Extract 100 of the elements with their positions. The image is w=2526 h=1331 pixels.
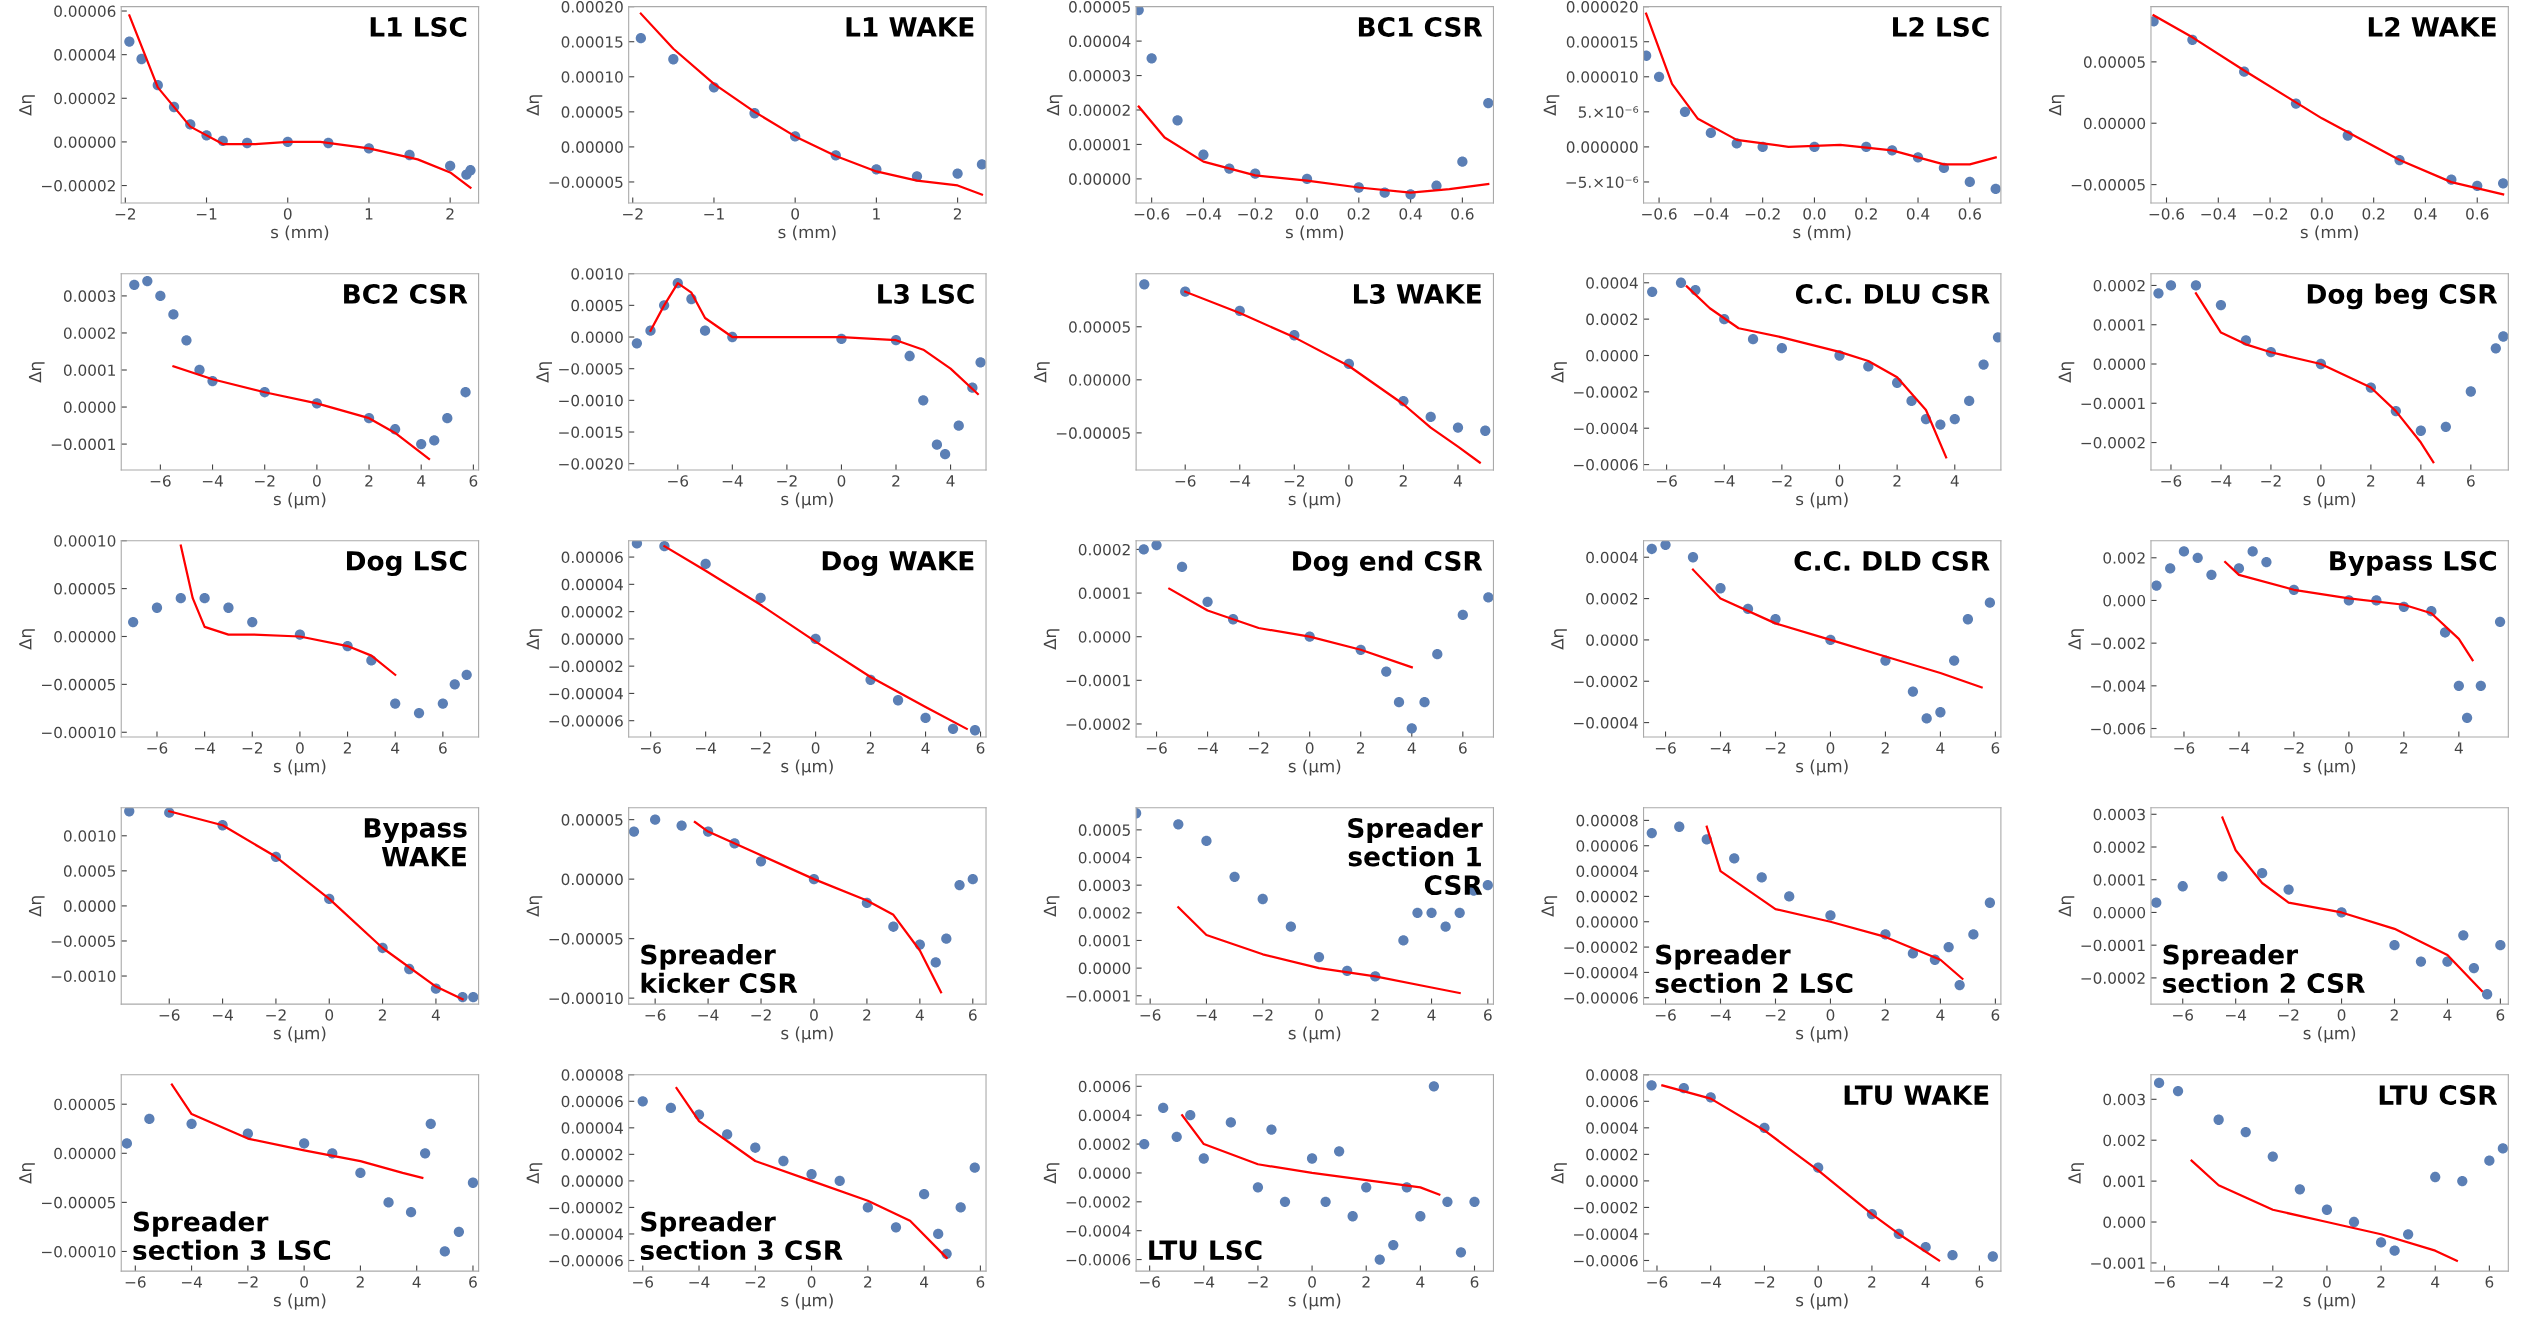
x-tick-label: 0 <box>1305 742 1314 754</box>
x-tick-label: 2 <box>1399 475 1407 487</box>
point <box>2389 1245 2400 1256</box>
point <box>1198 149 1209 160</box>
y-tick-label: −0.0004 <box>1066 1225 1131 1237</box>
y-tick-label: 0.0001 <box>2093 874 2145 886</box>
y-tick-label: −0.00010 <box>42 726 116 739</box>
line-series <box>2152 14 2505 196</box>
point <box>1776 343 1788 354</box>
y-tick-label: −0.00005 <box>549 933 623 945</box>
x-tick-label: 6 <box>1991 1009 2000 1021</box>
point <box>2490 343 2501 354</box>
point <box>2453 680 2464 691</box>
point <box>1452 422 1464 433</box>
x-tick-label: 6 <box>2496 1009 2505 1021</box>
point <box>2215 299 2227 311</box>
point <box>931 439 943 450</box>
point <box>2495 940 2506 951</box>
x-tick-label: −6 <box>2174 742 2195 754</box>
point <box>1285 921 1297 932</box>
x-tick-label: 0 <box>1345 475 1353 487</box>
x-tick-label: −6 <box>2154 1276 2175 1288</box>
y-tick-label: 0.0004 <box>1586 277 1638 289</box>
point <box>1964 176 1975 188</box>
point <box>969 725 981 736</box>
y-tick-label: 0.0001 <box>2093 319 2145 331</box>
y-tick-label: 0.00005 <box>1069 321 1130 333</box>
y-tick-label: 0.0001 <box>63 364 115 377</box>
x-tick-label: 4 <box>1407 742 1416 754</box>
point <box>1747 333 1759 345</box>
y-tick-label: 0.0001 <box>1078 934 1130 947</box>
chart-title: LTU WAKE <box>1844 1085 1989 1106</box>
x-tick-label: 2 <box>864 1276 872 1288</box>
point <box>445 160 456 172</box>
point <box>1139 279 1150 290</box>
x-tick-label: −2 <box>2278 1009 2299 1021</box>
point <box>144 1113 155 1125</box>
x-tick-label: 0.2 <box>1855 208 1877 220</box>
x-tick-label: 6 <box>1991 742 2000 754</box>
point <box>1381 666 1392 677</box>
point <box>862 1202 873 1213</box>
y-tick-label: 0.0003 <box>1078 879 1131 892</box>
point <box>2240 1126 2251 1138</box>
x-tick-label: 4 <box>1427 1009 1436 1021</box>
point <box>2165 280 2177 291</box>
x-tick-label: 4 <box>2443 1009 2452 1021</box>
y-tick-label: 0.0000 <box>1078 962 1131 975</box>
point <box>1715 583 1726 594</box>
x-axis-title: s (μm) <box>2303 1026 2356 1043</box>
x-tick-label: 4 <box>2416 475 2425 487</box>
point <box>2177 881 2188 892</box>
point <box>1935 419 1946 430</box>
y-axis-title: Δη <box>526 629 543 650</box>
y-tick-label: −0.0010 <box>51 970 116 983</box>
y-tick-label: −0.006 <box>2091 722 2146 735</box>
point <box>941 933 952 944</box>
point <box>2213 1114 2224 1125</box>
point <box>460 387 471 398</box>
point <box>1825 910 1836 921</box>
y-axis-title: Δη <box>526 1163 543 1184</box>
line-series <box>639 12 984 196</box>
y-axis-title: Δη <box>2058 362 2075 383</box>
point <box>2498 331 2509 342</box>
point <box>1146 53 1157 64</box>
x-tick-label: 6 <box>976 742 985 754</box>
point <box>976 159 987 170</box>
x-axis-title: s (mm) <box>271 225 329 241</box>
chart-title: C.C. DLU CSR <box>1795 283 1990 304</box>
x-tick-label: 0 <box>2345 742 2353 754</box>
x-axis-title: s (μm) <box>2303 1293 2356 1310</box>
x-tick-label: 0 <box>811 742 820 754</box>
point <box>437 698 449 709</box>
y-tick-label: 0.00000 <box>1069 374 1131 386</box>
x-tick-label: −2 <box>1248 1276 1268 1288</box>
point <box>1978 359 1989 370</box>
y-tick-label: 0.0002 <box>2093 279 2145 292</box>
x-tick-label: −4 <box>212 1009 233 1021</box>
point <box>1964 395 1975 407</box>
y-tick-label: 5.×10⁻⁶ <box>1578 106 1639 118</box>
point <box>920 712 931 724</box>
y-tick-label: 0.0000 <box>2093 906 2146 919</box>
point <box>1419 697 1430 708</box>
x-axis-title: s (μm) <box>1288 492 1341 509</box>
x-tick-label: 2 <box>2367 475 2375 487</box>
point <box>223 602 234 613</box>
x-tick-label: −0.4 <box>1186 208 1222 220</box>
x-tick-label: 2 <box>1881 742 1889 754</box>
y-tick-label: 0.0005 <box>1078 824 1130 836</box>
line-series <box>1168 587 1413 669</box>
x-tick-label: 4 <box>417 475 426 487</box>
x-tick-label: −6 <box>1655 742 1676 754</box>
y-tick-label: −0.0005 <box>51 935 116 947</box>
y-tick-label: −0.00005 <box>42 678 116 691</box>
point <box>465 165 476 176</box>
point <box>1784 891 1795 902</box>
y-tick-label: 0.00002 <box>561 1148 623 1161</box>
x-tick-label: 0.6 <box>2466 208 2489 220</box>
x-tick-label: 0 <box>1826 742 1835 754</box>
line-series <box>1177 906 1461 995</box>
point <box>1984 897 1996 908</box>
